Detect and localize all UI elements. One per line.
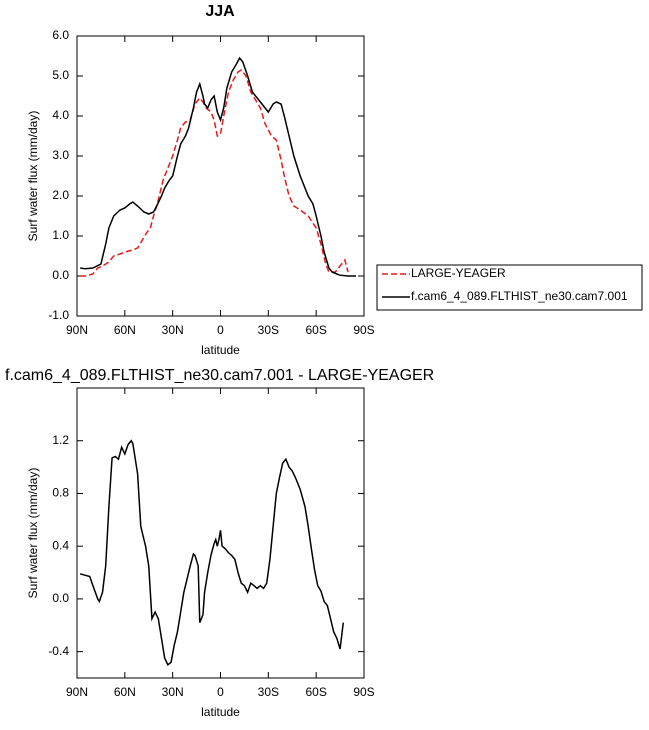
y-axis-label: Surf water flux (mm/day) xyxy=(26,111,40,242)
y-tick-label: 0.4 xyxy=(52,538,69,552)
y-tick-label: 4.0 xyxy=(52,108,69,122)
y-tick-label: 1.2 xyxy=(52,433,69,447)
y-tick-label: -0.4 xyxy=(48,644,69,658)
y-tick-label: 1.0 xyxy=(52,228,69,242)
x-tick-label: 30N xyxy=(162,685,184,699)
plot-frame xyxy=(76,35,365,317)
x-tick-label: 60S xyxy=(305,685,326,699)
legend-label: f.cam6_4_089.FLTHIST_ne30.cam7.001 xyxy=(411,289,628,303)
y-tick-label: 3.0 xyxy=(52,148,69,162)
chart-title: JJA xyxy=(205,3,235,20)
y-tick-label: 0.8 xyxy=(52,486,69,500)
x-tick-label: 90N xyxy=(66,685,88,699)
x-tick-label: 90S xyxy=(353,323,374,337)
data-line xyxy=(80,56,357,277)
y-axis-label: Surf water flux (mm/day) xyxy=(26,468,40,599)
x-tick-label: 60S xyxy=(305,323,326,337)
y-tick-label: 0.0 xyxy=(52,591,69,605)
x-tick-label: 90N xyxy=(66,323,88,337)
x-tick-label: 30S xyxy=(258,685,279,699)
x-tick-label: 0 xyxy=(217,323,224,337)
x-tick-label: 0 xyxy=(217,685,224,699)
data-line xyxy=(80,69,349,277)
y-tick-label: 2.0 xyxy=(52,188,69,202)
x-tick-label: 30N xyxy=(162,323,184,337)
x-axis-label: latitude xyxy=(201,705,240,719)
x-tick-label: 30S xyxy=(258,323,279,337)
x-tick-label: 60N xyxy=(114,323,136,337)
y-tick-label: 6.0 xyxy=(52,28,69,42)
y-tick-label: 5.0 xyxy=(52,68,69,82)
x-axis-label: latitude xyxy=(201,343,240,357)
y-tick-label: -1.0 xyxy=(48,308,69,322)
chart-title: f.cam6_4_089.FLTHIST_ne30.cam7.001 - LAR… xyxy=(5,367,434,384)
legend-box xyxy=(376,264,643,311)
x-tick-label: 90S xyxy=(353,685,374,699)
y-tick-label: 0.0 xyxy=(52,268,69,282)
x-tick-label: 60N xyxy=(114,685,136,699)
legend-label: LARGE-YEAGER xyxy=(411,266,506,280)
data-line xyxy=(79,439,345,667)
